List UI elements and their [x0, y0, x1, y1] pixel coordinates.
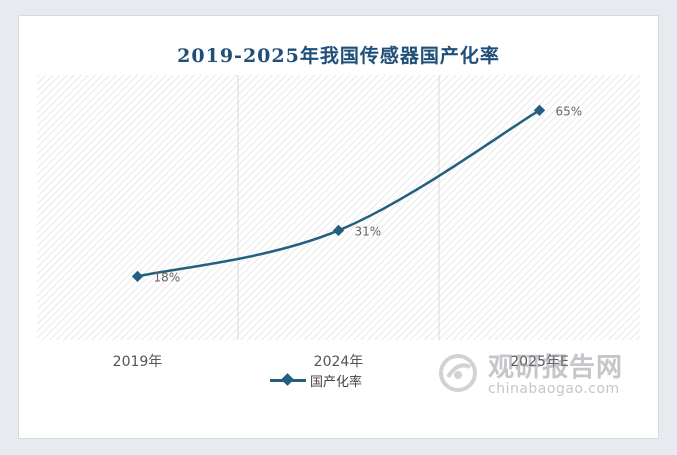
watermark-logo-icon — [439, 354, 477, 392]
legend-label: 国产化率 — [310, 374, 363, 390]
chart-title: 2019-2025年我国传感器国产化率 — [177, 45, 500, 67]
data-label: 31% — [355, 224, 382, 238]
legend: 国产化率 — [270, 370, 362, 390]
x-tick-label: 2019年 — [113, 354, 163, 370]
watermark: 观研报告网 chinabaogao.com — [438, 345, 638, 405]
x-tick-label: 2025年E — [510, 354, 568, 370]
watermark-brand-cn: 观研报告网 — [488, 353, 624, 383]
plot-area — [37, 75, 640, 340]
data-point-marker — [131, 270, 144, 283]
legend-swatch — [270, 372, 306, 388]
data-point-marker — [332, 224, 345, 237]
data-label: 65% — [556, 104, 583, 118]
x-tick-label: 2024年 — [314, 354, 364, 370]
watermark-brand-en: chinabaogao.com — [488, 381, 620, 397]
data-label: 18% — [154, 270, 181, 284]
